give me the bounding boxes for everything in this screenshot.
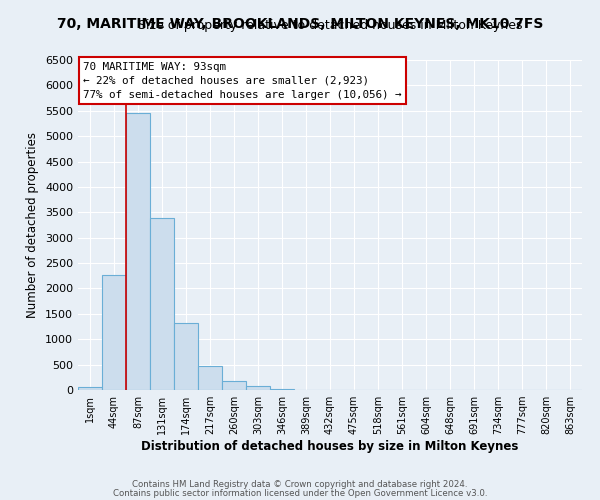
Text: Contains HM Land Registry data © Crown copyright and database right 2024.: Contains HM Land Registry data © Crown c… xyxy=(132,480,468,489)
Bar xyxy=(102,275,126,390)
Bar xyxy=(222,380,246,390)
Bar xyxy=(246,386,270,390)
Bar xyxy=(198,366,222,390)
Text: 70, MARITIME WAY, BROOKLANDS, MILTON KEYNES, MK10 7FS: 70, MARITIME WAY, BROOKLANDS, MILTON KEY… xyxy=(57,18,543,32)
Text: Contains public sector information licensed under the Open Government Licence v3: Contains public sector information licen… xyxy=(113,488,487,498)
Y-axis label: Number of detached properties: Number of detached properties xyxy=(26,132,40,318)
Bar xyxy=(126,114,150,390)
Bar xyxy=(174,324,198,390)
Bar xyxy=(150,218,174,390)
Bar xyxy=(78,387,102,390)
X-axis label: Distribution of detached houses by size in Milton Keynes: Distribution of detached houses by size … xyxy=(142,440,518,453)
Title: Size of property relative to detached houses in Milton Keynes: Size of property relative to detached ho… xyxy=(138,20,522,32)
Text: 70 MARITIME WAY: 93sqm
← 22% of detached houses are smaller (2,923)
77% of semi-: 70 MARITIME WAY: 93sqm ← 22% of detached… xyxy=(83,62,401,100)
